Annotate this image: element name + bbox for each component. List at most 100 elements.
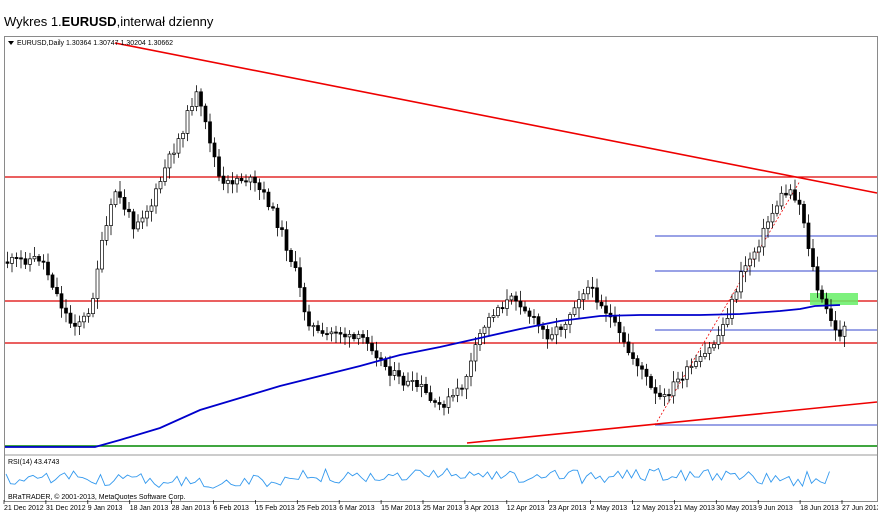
candle-body [293,261,298,268]
candle-body [410,380,415,382]
candle-body [10,257,14,264]
candle-body [460,387,464,390]
candle-body [491,315,496,318]
candle-body [185,110,190,134]
candle-body [635,358,640,367]
candle-body [671,381,676,397]
candle-body [446,396,451,408]
candle-body [784,192,788,196]
candle-body [725,318,730,325]
candle-body [338,332,343,335]
candle-body [64,307,68,314]
candle-body [104,225,109,241]
chart-window[interactable] [4,36,878,502]
candle-body [140,217,145,223]
candle-body [631,352,635,359]
candle-body [347,334,352,338]
candle-body [329,331,334,335]
caption-prefix: Wykres 1. [4,14,62,29]
candle-body [145,210,149,219]
candle-body [370,343,374,352]
candle-body [622,332,626,343]
candle-body [770,212,775,223]
candle-body [100,239,104,270]
chart-caption: Wykres 1.EURUSD,interwał dzienny [4,14,213,29]
date-tick-label: 21 May 2013 [674,505,715,512]
candle-body [266,191,271,208]
candle-body [658,392,662,397]
candle-body [59,293,64,309]
candle-body [824,298,829,310]
candle-body [518,300,523,308]
candle-body [172,152,176,155]
candle-body [613,316,617,323]
candle-body [703,353,707,357]
candle-body [415,380,419,388]
downtrend-line [114,42,878,194]
candle-body [190,106,194,111]
date-tick-label: 3 Apr 2013 [464,505,499,512]
candle-body [217,156,221,177]
candle-body [50,274,55,288]
date-tick-label: 18 Jan 2013 [129,505,169,512]
candle-body [14,257,19,259]
candle-body [428,392,433,401]
candle-body [19,257,23,260]
candle-body [775,205,779,214]
date-tick-label: 9 Jan 2013 [87,505,123,512]
candle-body [37,256,41,262]
candle-body [680,378,685,381]
candle-body [374,350,379,359]
candle-body [257,182,262,191]
candle-body [815,266,820,291]
candle-body [469,360,473,377]
copyright-text: BRaTRADER, © 2001-2013, MetaQuotes Softw… [8,494,186,501]
candle-body [235,178,239,185]
candle-body [559,326,563,330]
candle-body [86,313,91,317]
candle-body [406,380,410,386]
candle-body [194,91,199,107]
dashed-trend-line [654,180,801,426]
candle-body [685,366,689,380]
candle-body [640,365,644,370]
candle-body [505,299,509,309]
candle-body [230,180,235,185]
date-tick-label: 2 May 2013 [590,505,628,512]
date-axis: 21 Dec 2012 31 Dec 2012 9 Jan 2013 18 Jan 2… [0,505,878,516]
date-tick-label: 30 May 2013 [716,505,757,512]
candle-body [433,400,437,403]
candle-body [649,376,653,388]
dropdown-triangle-icon[interactable] [8,41,14,46]
candle-body [779,192,784,207]
candle-body [757,246,761,253]
candle-body [833,320,838,331]
candle-body [523,306,527,312]
date-tick-label: 28 Jan 2013 [171,505,211,512]
candle-body [91,298,95,315]
rsi-line [5,467,830,489]
candle-body [667,394,671,397]
candle-body [527,310,532,317]
candle-body [563,323,568,330]
candle-body [289,250,293,263]
candle-body [550,334,554,340]
candle-body [581,293,586,300]
candle-body [617,321,622,334]
candle-body [712,344,716,349]
candle-body [248,176,253,183]
candle-body [487,317,491,328]
candle-body [806,222,811,249]
candle-body [316,325,320,331]
candle-body [95,268,100,299]
candle-body [842,325,847,337]
candle-body [136,221,140,230]
candle-body [586,286,590,295]
candle-body [113,191,118,206]
candle-body [509,295,514,301]
chart-header-text: EURUSD,Daily 1.30364 1.30747 1.30204 1.3… [17,40,174,47]
uptrend-line [466,401,878,444]
date-tick-label: 9 Jun 2013 [758,505,793,512]
candle-body [401,375,406,386]
